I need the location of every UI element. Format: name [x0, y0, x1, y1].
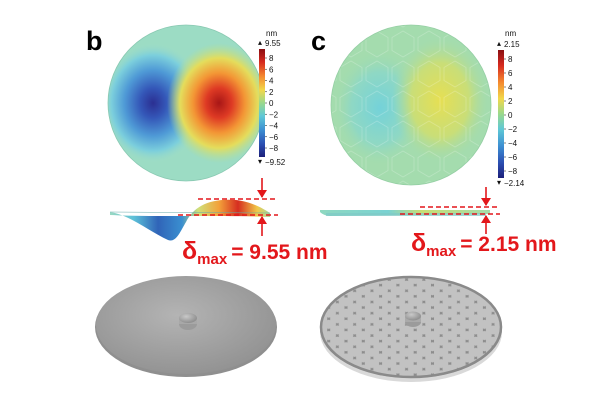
- colorbar-strip-c: [498, 50, 504, 178]
- colorbar-tick-label: −6: [508, 153, 518, 162]
- deflection-profile-b: [109, 199, 271, 241]
- colorbar-tick-label: 8: [508, 55, 513, 64]
- colorbar-max-marker-c: ▴: [497, 39, 501, 48]
- panel-letter-b: b: [86, 26, 103, 56]
- colorbar-tick-label: −8: [508, 167, 518, 176]
- colorbar-tick-label: 6: [508, 69, 513, 78]
- colorbar-tick-label: −2: [508, 125, 518, 134]
- colorbar-strip-b: [259, 49, 265, 157]
- delta-max-label-b: δmax = 9.55 nm: [182, 237, 328, 268]
- deflection-map-c: [331, 25, 491, 185]
- panel-b: b nm ▴ 9.55 8 6 4 2 0 −2 −4 −6 −8 ▾ −9.52: [86, 24, 328, 377]
- colorbar-max-c: 2.15: [504, 40, 520, 49]
- colorbar-max-b: 9.55: [265, 39, 281, 48]
- panel-c: c nm ▴ 2.15 8 6 4 2 0 −2 −4 −6 −8 ▾ −2.14: [311, 24, 557, 382]
- colorbar-tick-label: 4: [508, 83, 513, 92]
- colorbar-min-c: −2.14: [504, 179, 525, 188]
- central-hub-c: [405, 311, 421, 327]
- central-hub-b: [179, 313, 197, 330]
- deflection-profile-c: [320, 210, 490, 216]
- colorbar-unit-b: nm: [266, 29, 277, 38]
- colorbar-min-marker-b: ▾: [258, 157, 262, 166]
- delta-max-label-c: δmax = 2.15 nm: [411, 229, 557, 260]
- colorbar-tick-label: −4: [508, 139, 518, 148]
- colorbar-tick-label: 0: [269, 99, 274, 108]
- colorbar-tick-label: 0: [508, 111, 513, 120]
- panel-letter-c: c: [311, 26, 326, 56]
- colorbar-tick-label: 2: [508, 97, 513, 106]
- colorbar-tick-label: 8: [269, 54, 274, 63]
- colorbar-max-marker-b: ▴: [258, 38, 262, 47]
- plate-model-b: [95, 276, 277, 377]
- colorbar-tick-label: 2: [269, 88, 274, 97]
- colorbar-ticks-c: 8 6 4 2 0 −2 −4 −6 −8: [504, 55, 518, 176]
- colorbar-min-marker-c: ▾: [497, 178, 501, 187]
- colorbar-ticks-b: 8 6 4 2 0 −2 −4 −6 −8: [265, 54, 279, 153]
- deflection-map-b: [108, 25, 264, 181]
- delta-annotation-c: δmax = 2.15 nm: [400, 187, 557, 260]
- plate-model-c: [319, 275, 503, 382]
- colorbar-min-b: −9.52: [265, 158, 286, 167]
- delta-annotation-b: δmax = 9.55 nm: [178, 178, 328, 268]
- colorbar-tick-label: −4: [269, 122, 279, 131]
- colorbar-unit-c: nm: [505, 29, 516, 38]
- colorbar-tick-label: −2: [269, 110, 279, 119]
- colorbar-tick-label: 6: [269, 65, 274, 74]
- colorbar-tick-label: 4: [269, 77, 274, 86]
- colorbar-c: nm ▴ 2.15 8 6 4 2 0 −2 −4 −6 −8 ▾ −2.14: [497, 29, 525, 188]
- colorbar-tick-label: −8: [269, 144, 279, 153]
- colorbar-tick-label: −6: [269, 133, 279, 142]
- colorbar-b: nm ▴ 9.55 8 6 4 2 0 −2 −4 −6 −8 ▾ −9.52: [258, 29, 286, 167]
